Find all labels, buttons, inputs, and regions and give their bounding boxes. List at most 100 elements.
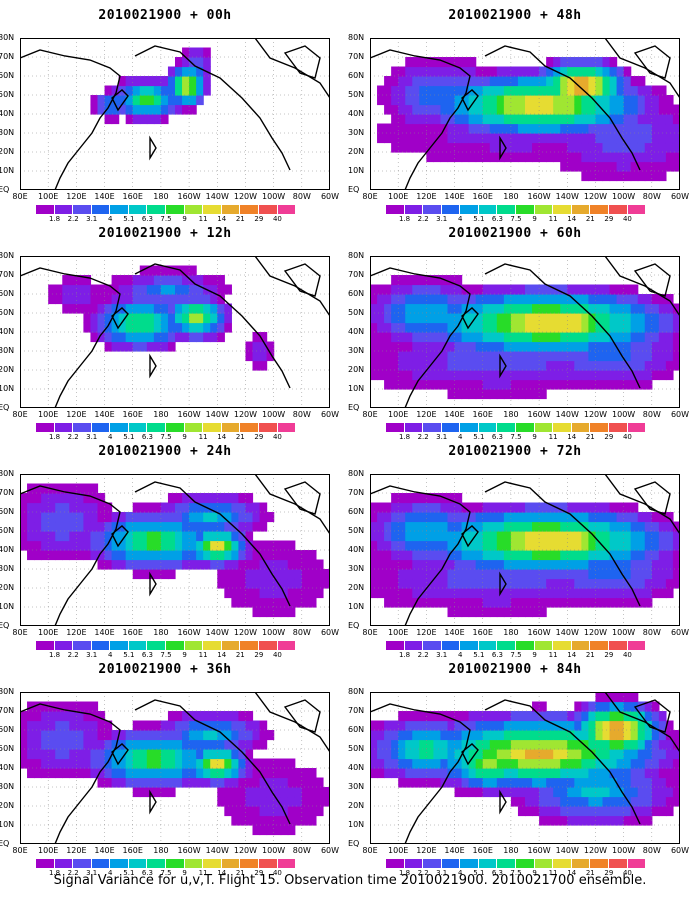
variance-cell [468,559,477,570]
variance-cell [510,749,519,760]
variance-cell [510,313,519,324]
variance-cell [623,711,632,722]
colorbar-swatch [277,641,297,650]
variance-cell [672,332,680,343]
variance-cell [510,720,519,731]
variance-cell [468,341,477,352]
variance-cell [76,730,85,741]
variance-cell [412,133,420,144]
variance-cell [447,739,456,750]
colorbar-swatch [534,423,554,432]
variance-cell [574,720,582,731]
variance-cell [503,578,512,589]
variance-cell [426,739,435,750]
colorbar-swatch [73,859,92,868]
variance-cell [489,123,498,134]
variance-cell [651,559,660,570]
variance-cell [405,95,413,106]
variance-cell [454,493,463,504]
variance-cell [210,521,218,532]
variance-cell [454,275,463,286]
variance-cell [539,114,547,125]
lon-tick-label: 140W [205,192,229,201]
variance-cell [238,578,247,589]
variance-cell [503,730,512,741]
variance-cell [510,796,519,807]
variance-cell [475,531,484,542]
variance-cell [384,104,392,115]
colorbar-label: 21 [585,869,595,877]
variance-cell [616,294,625,305]
variance-cell [468,104,477,115]
variance-cell [118,768,127,779]
variance-cell [595,142,604,153]
variance-cell [48,711,56,722]
variance-cell [532,142,540,153]
variance-cell [175,777,183,788]
variance-cell [665,720,674,731]
variance-cell [616,597,625,608]
variance-cell [398,66,406,77]
variance-cell [245,806,254,817]
variance-cell [553,133,561,144]
variance-cell [510,607,519,618]
lon-tick-label: 100W [262,846,286,855]
variance-cell [651,294,660,305]
variance-cell [160,550,169,561]
map-panel: 2010021900 + 48h 80N 70N 60N 50N 40N 30N 20N 10N… [348,8,689,223]
variance-cell [405,284,413,295]
variance-cell [532,540,540,551]
variance-cell [433,597,442,608]
variance-cell [104,758,113,769]
variance-cell [308,569,317,580]
variance-cell [482,114,491,125]
variance-cell [496,66,505,77]
variance-cell [419,313,427,324]
variance-cell [419,711,427,722]
lon-tick-label: 160E [122,846,143,855]
variance-cell [196,66,204,77]
variance-cell [111,550,120,561]
variance-cell [616,758,625,769]
variance-cell [447,777,456,788]
variance-cell [377,351,385,362]
variance-cell [90,768,99,779]
variance-field [20,38,330,190]
variance-cell [132,768,141,779]
variance-cell [111,322,120,333]
variance-cell [391,104,399,115]
variance-cell [182,332,190,343]
variance-cell [391,739,399,750]
variance-cell [489,389,498,400]
variance-cell [391,142,399,153]
variance-cell [510,114,519,125]
variance-cell [238,521,247,532]
variance-cell [546,815,554,826]
variance-cell [280,578,289,589]
variance-cell [658,569,667,580]
variance-cell [377,502,385,513]
variance-cell [595,313,604,324]
variance-cell [440,569,449,580]
variance-cell [609,521,618,532]
variance-cell [160,95,169,106]
variance-cell [616,502,625,513]
variance-cell [132,749,141,760]
variance-cell [468,284,477,295]
variance-cell [532,76,540,87]
colorbar-label: 11 [198,215,208,223]
panel-title: 2010021900 + 60h [448,226,582,241]
colorbar-label: 9 [532,651,537,659]
variance-cell [637,540,646,551]
variance-cell [672,768,680,779]
variance-cell [377,512,385,523]
variance-cell [132,777,141,788]
variance-cell [231,730,240,741]
variance-cell [461,85,470,96]
variance-cell [588,85,597,96]
variance-cell [384,379,392,390]
variance-cell [588,104,597,115]
variance-cell [83,322,92,333]
variance-cell [581,114,590,125]
variance-cell [482,758,491,769]
